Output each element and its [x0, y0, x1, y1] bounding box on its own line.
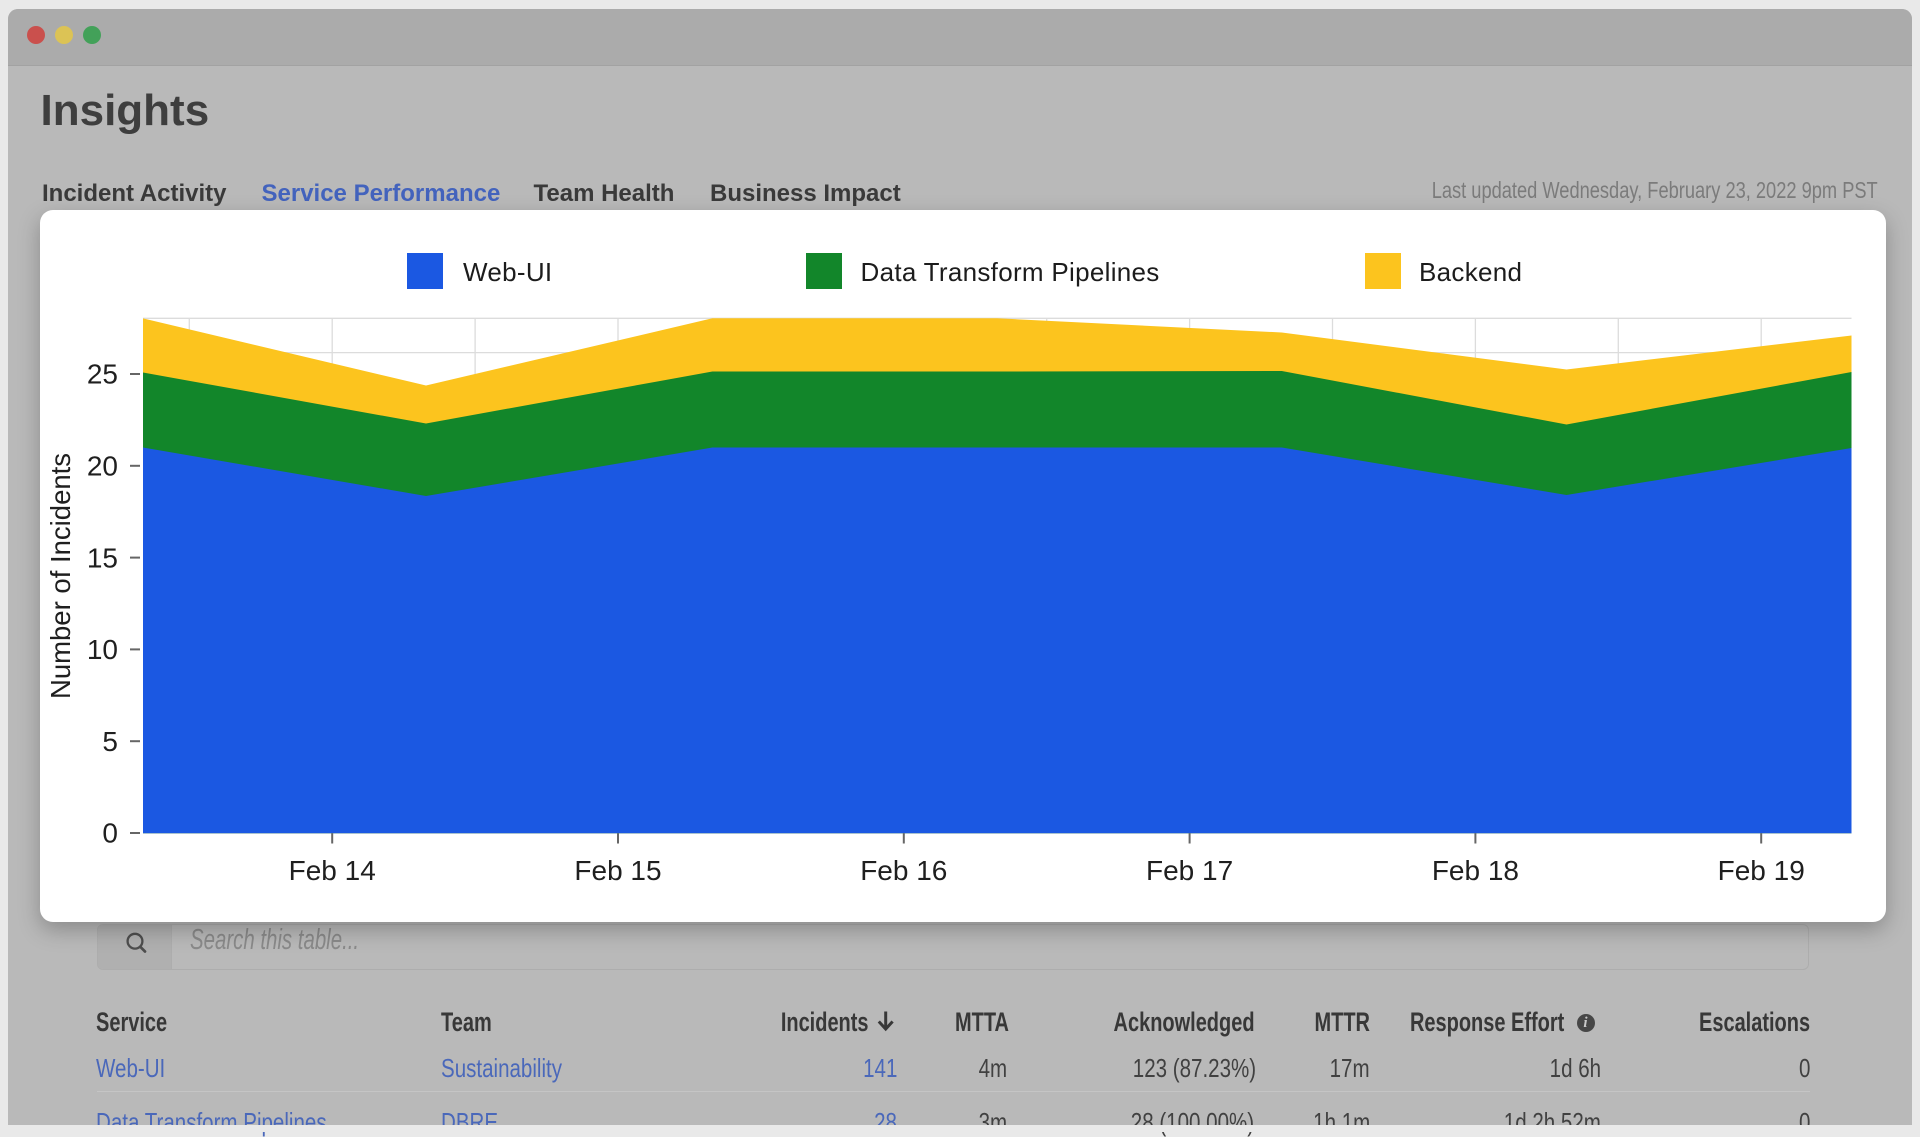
svg-text:Feb 14: Feb 14: [289, 855, 376, 886]
svg-text:Feb 17: Feb 17: [1146, 855, 1233, 886]
svg-text:Feb 19: Feb 19: [1718, 855, 1805, 886]
svg-text:Feb 18: Feb 18: [1432, 855, 1519, 886]
svg-text:15: 15: [87, 542, 118, 573]
svg-text:25: 25: [87, 359, 118, 390]
svg-text:0: 0: [102, 818, 118, 849]
svg-text:Feb 15: Feb 15: [574, 855, 661, 886]
svg-text:Number of Incidents: Number of Incidents: [45, 453, 76, 699]
svg-text:Feb 16: Feb 16: [860, 855, 947, 886]
svg-text:20: 20: [87, 451, 118, 482]
svg-text:10: 10: [87, 634, 118, 665]
svg-text:5: 5: [102, 726, 118, 757]
